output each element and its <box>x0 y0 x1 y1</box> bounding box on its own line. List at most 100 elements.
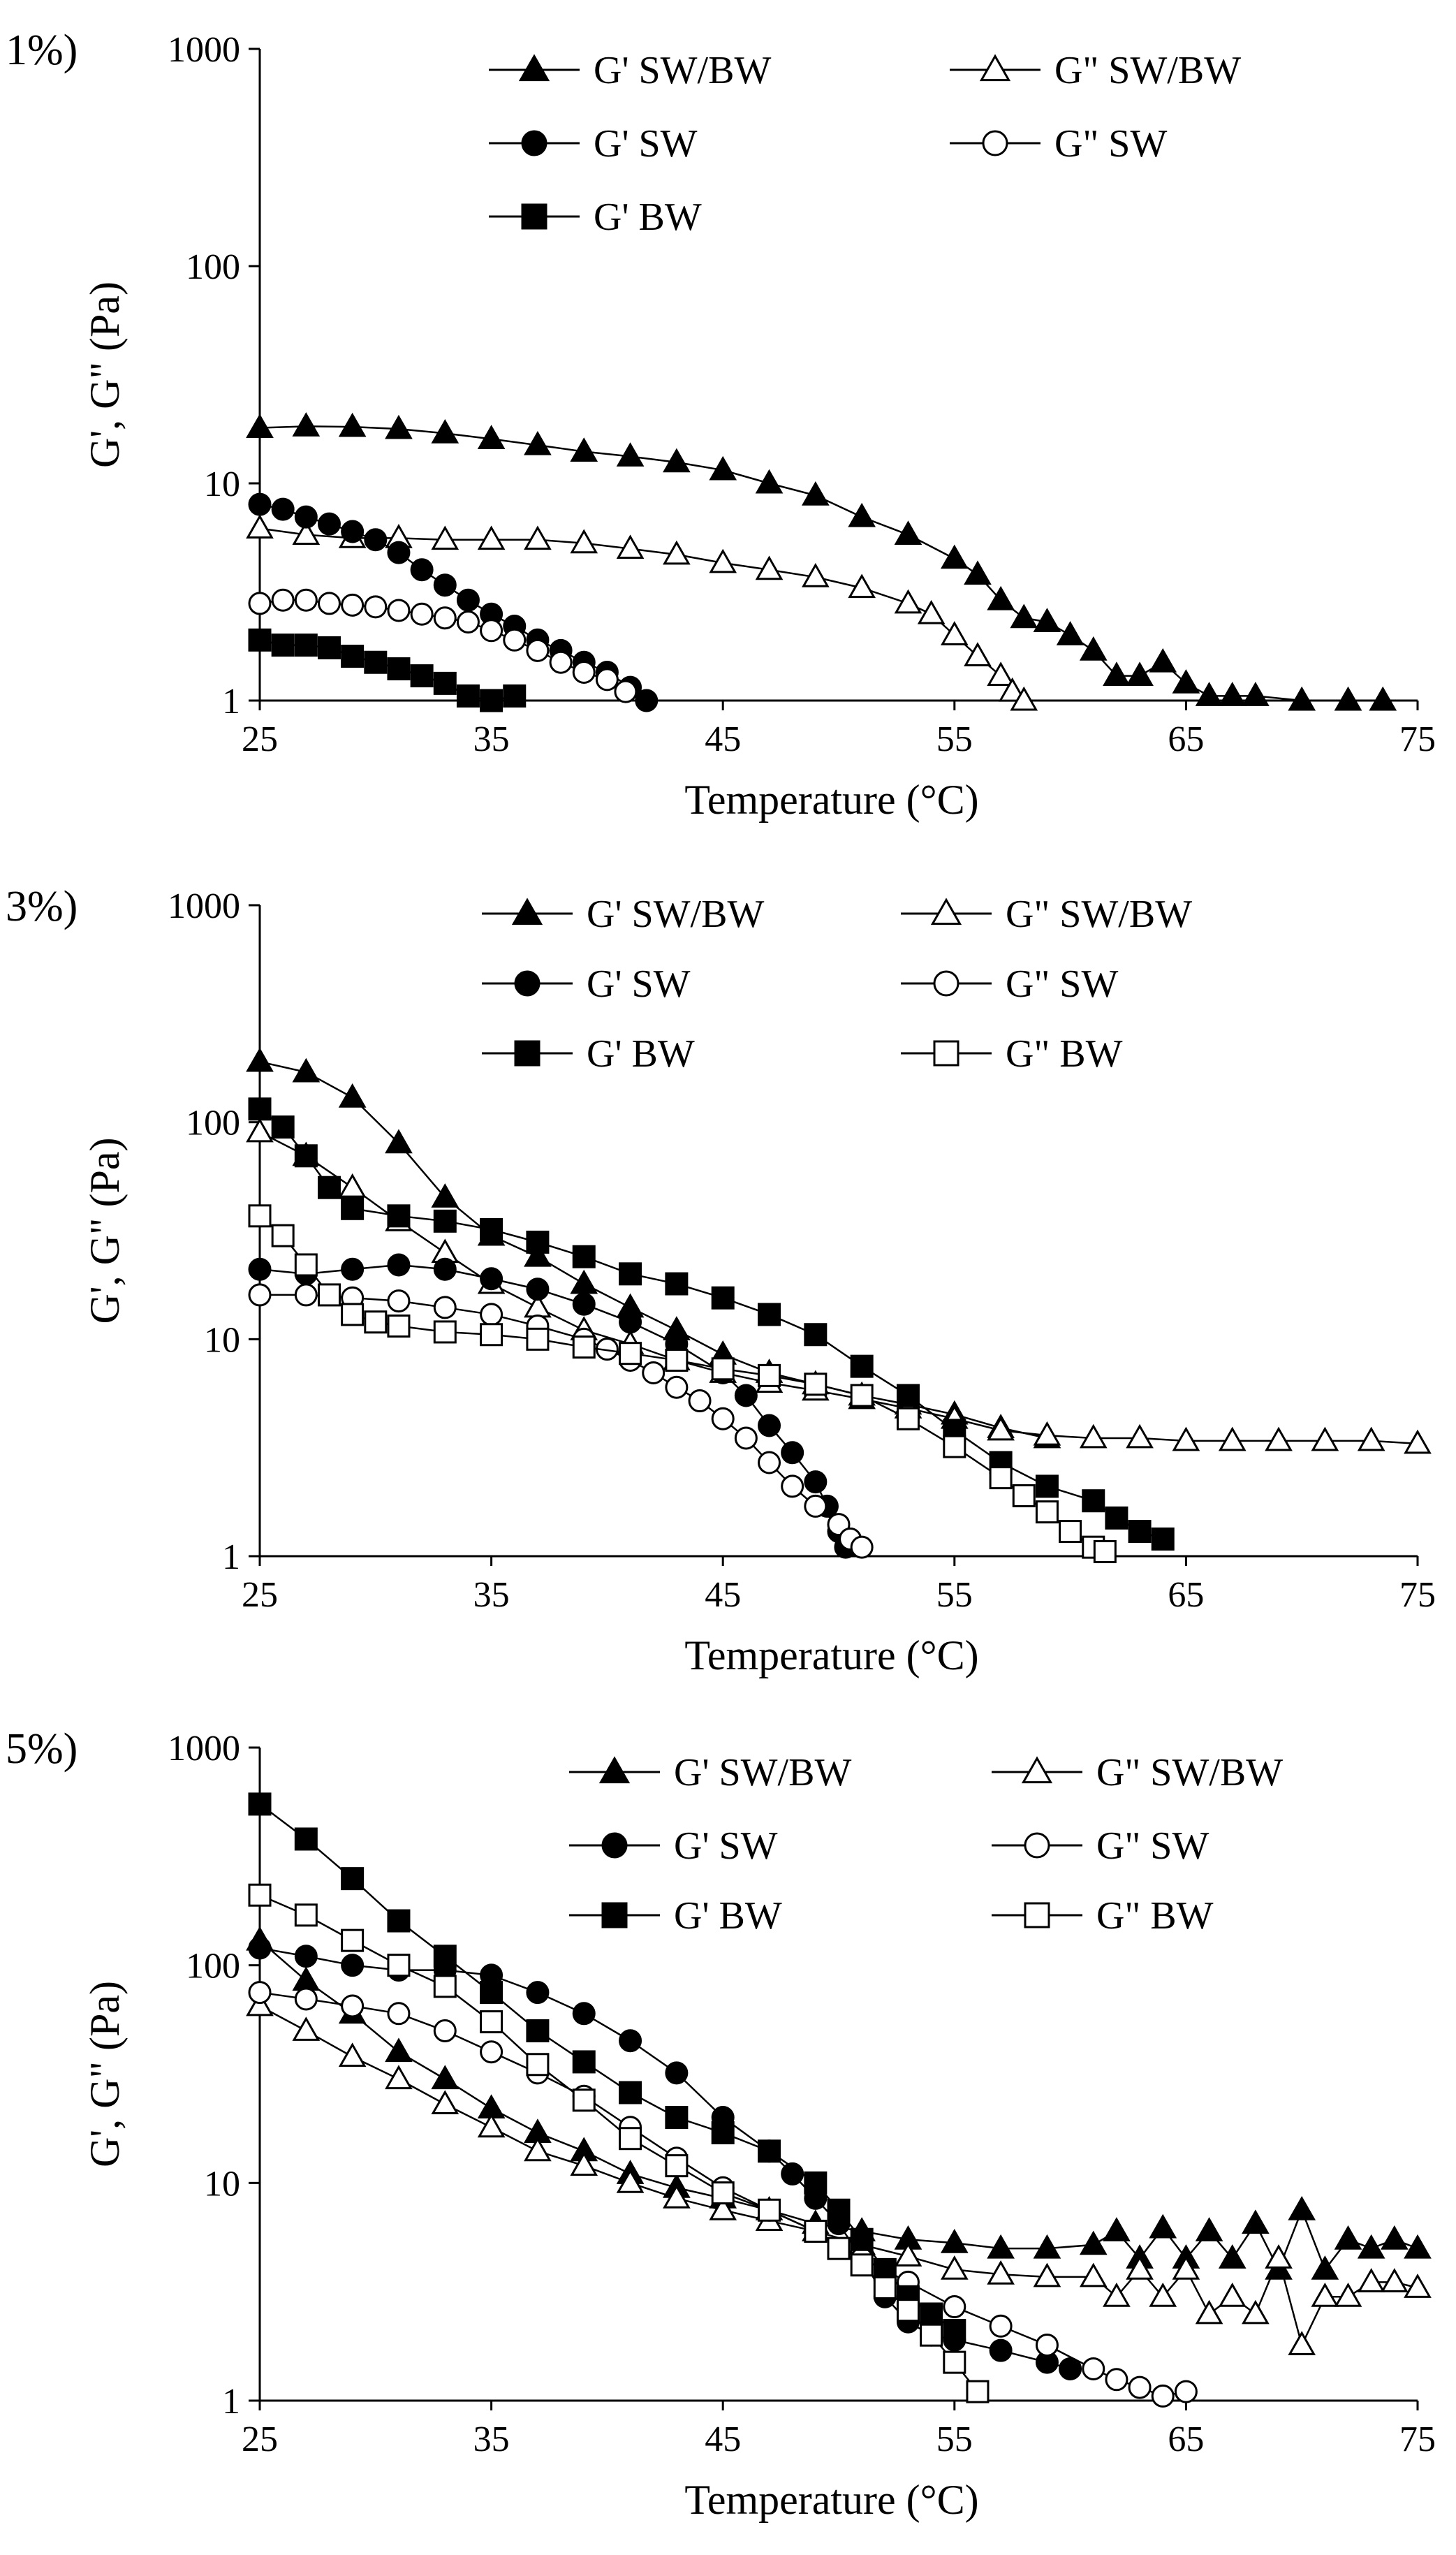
data-point <box>480 619 503 643</box>
data-point <box>572 2050 596 2074</box>
data-point <box>341 1196 365 1220</box>
data-point <box>341 1994 365 2018</box>
x-tick-label: 55 <box>936 719 973 759</box>
data-point <box>480 1981 503 2005</box>
data-point <box>294 1987 318 2011</box>
y-tick-label: 100 <box>186 247 240 287</box>
data-point <box>1103 2217 1131 2241</box>
data-point <box>665 2154 689 2178</box>
data-point <box>850 1535 874 1559</box>
data-point <box>619 2081 642 2104</box>
legend: G' SW/BW G" SW/BW G' SW G" SW G' BW <box>489 49 1241 239</box>
data-point <box>616 442 645 467</box>
data-point <box>989 1466 1013 1490</box>
data-point <box>758 2198 781 2222</box>
data-point <box>248 1283 272 1307</box>
legend-label: G" SW <box>1006 962 1118 1006</box>
x-tick-label: 65 <box>1168 1575 1204 1615</box>
data-point <box>433 1945 457 1968</box>
data-point <box>431 2090 459 2115</box>
data-point <box>292 2016 321 2041</box>
legend-marker <box>982 130 1008 156</box>
data-point <box>987 2234 1015 2259</box>
legend: G' SW/BW G" SW/BW G' SW G" SW G' BW G" BW <box>482 893 1192 1076</box>
data-point <box>1288 2195 1316 2220</box>
data-point <box>734 1426 758 1450</box>
data-point <box>433 1975 457 1998</box>
data-point <box>1404 2274 1432 2298</box>
y-axis-title: G', G" (Pa) <box>82 1981 128 2167</box>
data-point <box>827 2236 851 2260</box>
data-point <box>1033 2262 1061 2287</box>
data-point <box>271 588 295 612</box>
data-point <box>943 2350 966 2374</box>
legend: G' SW/BW G" SW/BW G' SW G" SW G' BW G" BW <box>569 1751 1283 1938</box>
y-axis-title: G', G" (Pa) <box>82 281 128 468</box>
data-point <box>526 638 550 662</box>
legend-label: G" SW/BW <box>1096 1751 1283 1794</box>
data-point <box>1151 1527 1175 1551</box>
data-point <box>827 2198 851 2222</box>
data-point <box>1357 1426 1385 1451</box>
data-point <box>477 2113 506 2138</box>
data-point <box>1082 2357 1105 2380</box>
data-point <box>292 412 321 437</box>
x-axis-title: Temperature (°C) <box>684 777 978 823</box>
data-point <box>709 2195 737 2220</box>
data-point <box>387 1253 411 1277</box>
data-point <box>1079 636 1108 661</box>
data-point <box>755 555 784 580</box>
legend-marker <box>930 898 962 925</box>
data-point <box>663 448 691 473</box>
data-point <box>709 548 737 573</box>
data-point <box>433 1296 457 1319</box>
data-point <box>294 588 318 612</box>
data-point <box>1059 2357 1082 2380</box>
data-point <box>549 650 573 674</box>
data-point <box>781 1474 804 1498</box>
data-point <box>635 689 659 712</box>
y-tick-label: 1000 <box>168 1729 240 1769</box>
x-tick-label: 35 <box>473 2419 510 2459</box>
data-point <box>1311 2283 1339 2307</box>
data-point <box>894 2242 922 2267</box>
data-point <box>292 1057 321 1083</box>
data-point <box>477 425 506 449</box>
legend-label: G' SW/BW <box>674 1751 851 1794</box>
series-g-bw <box>248 1204 1117 1563</box>
series-g-bw <box>248 628 527 712</box>
data-point <box>317 512 341 536</box>
chart-panel-3: 25 35 45 55 65 75 1 10 100 1000 Temperature (°C) G'… <box>6 1725 1436 2523</box>
x-axis-title: Temperature (°C) <box>684 2477 978 2523</box>
data-point <box>246 1047 274 1072</box>
data-point <box>431 2065 459 2090</box>
data-point <box>804 2219 828 2243</box>
data-point <box>1172 2255 1200 2280</box>
data-point <box>1242 2209 1270 2234</box>
data-point <box>1059 1520 1082 1544</box>
data-point <box>1334 686 1362 711</box>
data-point <box>526 1327 550 1351</box>
y-axis-title: G', G" (Pa) <box>82 1138 128 1324</box>
data-point <box>940 2228 969 2253</box>
data-point <box>734 1384 758 1407</box>
x-tick-label: 55 <box>936 2419 973 2459</box>
data-point <box>663 540 691 565</box>
legend-label: G' SW <box>674 1824 778 1868</box>
data-point <box>248 1097 272 1121</box>
data-point <box>526 1278 550 1301</box>
series-g-sw-bw <box>246 1118 1432 1454</box>
y-tick-label: 1 <box>222 1537 240 1577</box>
data-point <box>248 1883 272 1907</box>
data-point <box>385 2065 413 2090</box>
data-point <box>1035 2333 1059 2357</box>
data-point <box>688 1389 712 1413</box>
legend-marker <box>933 970 959 997</box>
data-point <box>896 2299 920 2322</box>
data-point <box>317 592 341 615</box>
data-point <box>1195 682 1223 706</box>
x-tick-label: 75 <box>1399 719 1436 759</box>
y-tick-label: 1 <box>222 2382 240 2422</box>
data-point <box>570 529 598 554</box>
x-tick-label: 55 <box>936 1575 973 1615</box>
